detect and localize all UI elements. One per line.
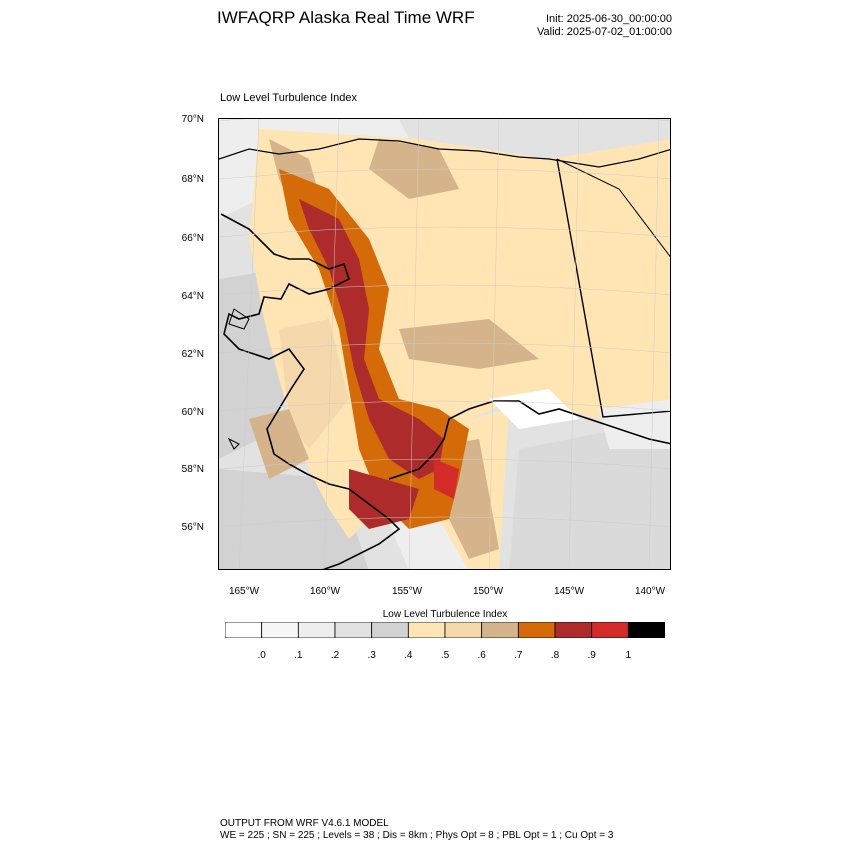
lon-label-155w: 155°W <box>391 586 423 597</box>
colorbar-label: .9 <box>587 650 596 661</box>
colorbar-label: .7 <box>514 650 523 661</box>
lon-label-150w: 150°W <box>472 586 504 597</box>
lon-label-140w: 140°W <box>634 586 666 597</box>
interior-band <box>399 319 539 369</box>
lat-label-62n: 62°N <box>181 349 204 360</box>
map-canvas <box>219 119 670 569</box>
colorbar-swatch <box>334 622 373 638</box>
colorbar-swatch <box>554 622 593 638</box>
colorbar-label: .6 <box>477 650 486 661</box>
st-lawrence-island <box>228 308 250 330</box>
model-info-line1: OUTPUT FROM WRF V4.6.1 MODEL <box>220 818 389 829</box>
colorbar-label: .5 <box>440 650 450 661</box>
colorbar-swatch <box>627 622 665 638</box>
cook-inlet-red <box>434 459 459 499</box>
colorbar-label: .0 <box>257 650 266 661</box>
lat-label-60n: 60°N <box>181 407 204 418</box>
lat-label-68n: 68°N <box>181 174 204 185</box>
valid-time: Valid: 2025-07-02_01:00:00 <box>537 26 672 38</box>
lon-label-145w: 145°W <box>553 586 585 597</box>
turbulence-map <box>218 118 671 570</box>
colorbar-label: .1 <box>294 650 303 661</box>
lat-label-56n: 56°N <box>181 522 204 533</box>
model-info-line2: WE = 225 ; SN = 225 ; Levels = 38 ; Dis … <box>220 830 614 841</box>
light-patch-1 <box>489 389 579 429</box>
colorbar-swatch <box>407 622 446 638</box>
colorbar-swatch <box>225 622 263 638</box>
arctic-coastline <box>219 138 670 168</box>
colorbar-title: Low Level Turbulence Index <box>382 609 508 620</box>
colorbar-label: .3 <box>367 650 376 661</box>
init-time: Init: 2025-06-30_00:00:00 <box>546 13 672 25</box>
lat-label-58n: 58°N <box>181 464 204 475</box>
light-patch-2 <box>599 399 670 449</box>
yk-delta-band <box>249 409 309 479</box>
colorbar-label: 1 <box>625 650 632 661</box>
colorbar-label: .8 <box>550 650 560 661</box>
colorbar <box>225 622 665 638</box>
colorbar-label: .2 <box>330 650 340 661</box>
lat-label-66n: 66°N <box>181 233 204 244</box>
colorbar-swatch <box>481 622 519 638</box>
high-turbulence-red <box>299 199 444 479</box>
colorbar-swatch <box>517 622 556 638</box>
lat-label-64n: 64°N <box>181 291 204 302</box>
lon-label-160w: 160°W <box>309 586 341 597</box>
alaska-coastline <box>220 213 670 569</box>
colorbar-swatch <box>371 622 409 638</box>
plot-title: Low Level Turbulence Index <box>220 92 357 104</box>
lon-label-165w: 165°W <box>228 586 260 597</box>
main-title: IWFAQRP Alaska Real Time WRF <box>217 8 475 27</box>
colorbar-swatch <box>444 622 483 638</box>
graticule <box>219 119 670 569</box>
colorbar-swatch <box>297 622 336 638</box>
alaska-canada-border <box>556 158 670 418</box>
colorbar-label: .4 <box>404 650 413 661</box>
peninsula-red <box>349 469 419 529</box>
colorbar-swatch <box>591 622 629 638</box>
nunivak-island <box>227 437 240 450</box>
colorbar-swatch <box>261 622 299 638</box>
se-gray-field <box>509 419 670 569</box>
lat-label-70n: 70°N <box>181 114 204 125</box>
